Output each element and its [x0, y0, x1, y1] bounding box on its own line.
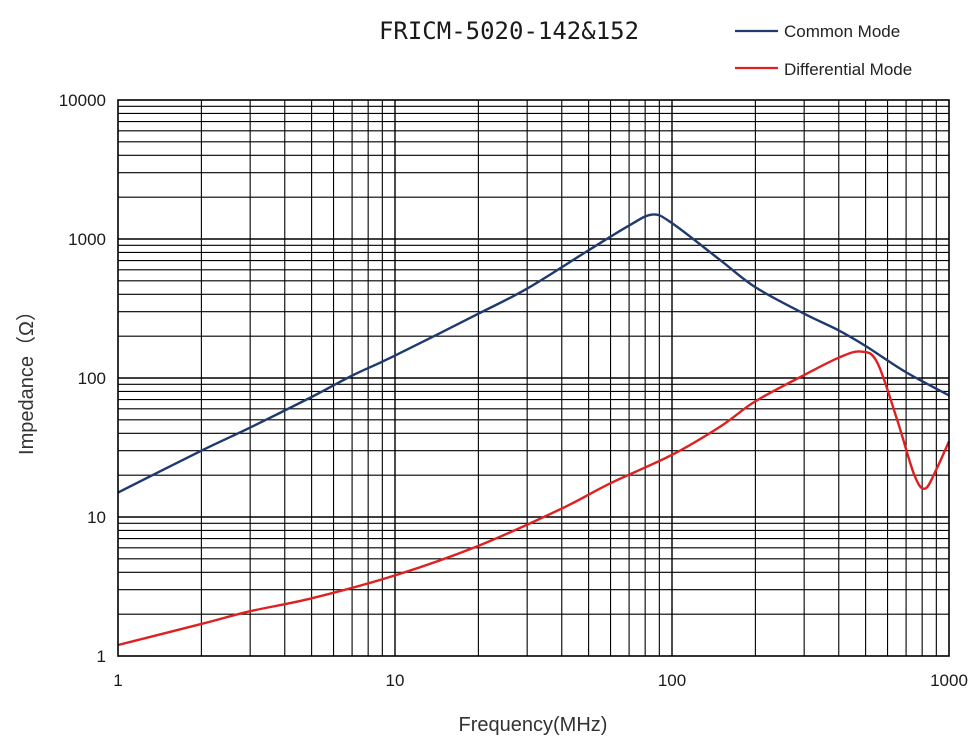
- y-tick-label: 1000: [68, 230, 106, 249]
- plot-frame: [117, 99, 950, 657]
- series-line-common-mode: [117, 213, 950, 494]
- x-axis-label: Frequency(MHz): [459, 714, 608, 736]
- x-tick-label: 1000: [930, 671, 968, 690]
- y-tick-label: 100: [78, 369, 106, 388]
- y-tick-label: 10: [87, 508, 106, 527]
- legend: Common Mode Differential Mode: [735, 22, 912, 79]
- y-axis-label: Impedance（Ω）: [15, 301, 38, 455]
- y-tick-label: 1: [97, 647, 106, 666]
- grid: [118, 100, 949, 656]
- x-tick-label: 1: [113, 671, 122, 690]
- x-tick-label: 10: [386, 671, 405, 690]
- legend-label-common-mode: Common Mode: [784, 22, 900, 41]
- y-tick-label: 10000: [59, 91, 106, 110]
- x-tick-label: 100: [658, 671, 686, 690]
- legend-label-differential-mode: Differential Mode: [784, 60, 912, 79]
- chart-title: FRICM-5020-142&152: [379, 17, 639, 45]
- series-lines: [117, 213, 951, 647]
- tick-labels: 1 10 100 1000 1 10 100 1000 10000: [59, 91, 968, 690]
- series-line-differential-mode: [117, 350, 951, 647]
